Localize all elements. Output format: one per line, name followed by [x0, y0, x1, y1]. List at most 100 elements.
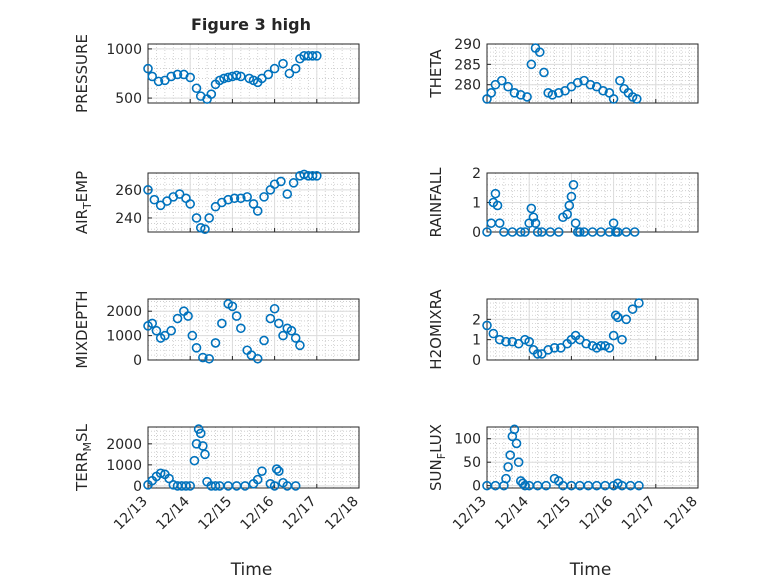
y-tick-label: 500 — [115, 91, 142, 107]
data-point — [223, 72, 233, 83]
data-point — [252, 474, 263, 485]
data-point — [553, 88, 564, 98]
data-point — [219, 73, 229, 84]
subplot-8: 0 50 100 12/13 12/14 12/15 12/16 12/17 12/18 SUNF… — [427, 424, 701, 580]
x-tick-label: 12/13 — [450, 494, 490, 534]
data-point — [290, 333, 301, 343]
data-point — [482, 227, 492, 237]
x-tick-label: 12/15 — [195, 494, 235, 534]
data-point — [509, 424, 520, 435]
data-point — [494, 218, 505, 228]
x-tick-label: 12/13 — [111, 494, 151, 534]
data-point — [284, 68, 295, 79]
data-point — [147, 318, 158, 329]
data-point — [568, 180, 579, 190]
y-tick-label: 1000 — [106, 329, 142, 345]
x-tick-label: 12/16 — [238, 493, 278, 533]
data-point — [608, 94, 619, 104]
plot-area — [147, 298, 360, 361]
data-point — [311, 171, 322, 181]
data-point — [621, 314, 632, 325]
x-tick-label: 12/16 — [577, 493, 617, 533]
data-point — [183, 311, 193, 321]
plot-area — [147, 172, 360, 233]
axes-box — [486, 43, 699, 104]
data-point — [596, 340, 606, 351]
y-tick-label: 2 — [472, 166, 481, 182]
data-point — [259, 192, 269, 202]
data-point — [490, 188, 501, 199]
data-point — [164, 473, 174, 484]
data-point — [488, 328, 499, 339]
y-tick-label: 1 — [472, 196, 481, 212]
data-point — [608, 330, 619, 341]
data-point — [236, 193, 246, 204]
y-tick-label: 280 — [454, 78, 481, 94]
y-tick-label: 290 — [454, 37, 481, 53]
y-tick-label: 240 — [115, 211, 142, 227]
data-point — [496, 75, 507, 86]
data-point — [200, 224, 210, 234]
data-point — [534, 47, 545, 57]
data-point — [278, 58, 288, 69]
data-point — [252, 206, 263, 216]
data-point — [172, 69, 183, 80]
y-axis-label: PRESSURE — [73, 34, 91, 113]
data-point — [520, 480, 530, 491]
data-point — [524, 336, 535, 347]
y-tick-label: 100 — [454, 432, 481, 448]
data-point — [507, 336, 518, 347]
data-point — [223, 194, 233, 205]
data-point — [501, 336, 511, 347]
data-point — [526, 59, 537, 70]
data-point — [204, 213, 214, 223]
subplot-6: 0 1 2 H2OMIXRA — [427, 289, 699, 370]
data-point — [532, 227, 543, 237]
data-point — [257, 466, 267, 476]
data-point — [185, 199, 195, 209]
data-point — [276, 176, 286, 187]
data-point — [217, 318, 227, 329]
data-point — [147, 71, 158, 82]
x-tick-label: 12/17 — [619, 494, 659, 534]
axes-box — [147, 43, 360, 104]
data-point — [206, 89, 217, 99]
y-axis-label: AIRTEMP — [73, 171, 94, 234]
data-point — [307, 50, 318, 61]
y-tick-label: 285 — [454, 57, 481, 73]
y-tick-label: 2000 — [106, 437, 142, 453]
data-point — [166, 325, 177, 336]
figure-title: Figure 3 high — [191, 15, 311, 34]
x-axis-label: Time — [569, 560, 612, 580]
y-tick-label: 2 — [472, 312, 481, 328]
y-axis-label: MIXDEPTH — [73, 290, 91, 368]
data-point — [543, 345, 553, 355]
data-point — [634, 298, 644, 308]
data-point — [598, 85, 608, 96]
data-point — [210, 201, 221, 212]
x-tick-label: 12/14 — [153, 493, 193, 533]
data-point — [528, 212, 539, 223]
y-tick-label: 0 — [133, 479, 142, 495]
data-point — [269, 303, 280, 314]
data-point — [269, 63, 280, 74]
data-point — [482, 320, 492, 331]
data-point — [265, 313, 276, 324]
data-point — [162, 196, 172, 206]
y-tick-label: 1000 — [106, 42, 142, 58]
data-point — [210, 338, 221, 348]
y-tick-label: 0 — [472, 353, 481, 369]
data-point — [494, 334, 505, 345]
subplot-1: 500 1000 PRESSURE — [73, 34, 360, 113]
data-point — [155, 468, 166, 479]
data-point — [227, 301, 238, 312]
data-point — [581, 338, 591, 349]
data-point — [231, 311, 242, 321]
data-point — [252, 353, 263, 364]
data-point — [520, 227, 530, 237]
data-point — [570, 218, 581, 228]
data-point — [532, 349, 543, 359]
data-point — [166, 71, 177, 82]
data-point — [503, 462, 513, 472]
data-point — [615, 75, 625, 86]
